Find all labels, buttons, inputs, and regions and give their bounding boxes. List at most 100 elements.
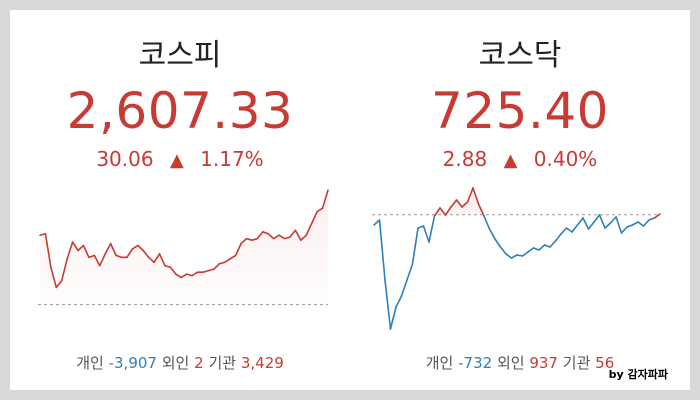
kospi-line-segment	[104, 242, 112, 255]
kospi-line-segment	[39, 232, 47, 237]
kosdaq-line-segment	[516, 254, 524, 257]
kosdaq-area-fill	[374, 188, 660, 215]
kospi-investor-flows: 개인 -3,907 외인 2 기관 3,429	[10, 352, 350, 373]
kosdaq-individual-value: -732	[458, 354, 493, 372]
kospi-line-segment	[115, 254, 123, 259]
kosdaq-line-segment	[510, 254, 518, 259]
kosdaq-line-segment	[483, 215, 491, 230]
kospi-panel[interactable]: 코스피 2,607.33 30.06 ▲ 1.17% 개인 -3,907 외인 …	[10, 10, 350, 390]
kospi-institution-value: 3,429	[240, 354, 284, 372]
kospi-line-segment	[109, 242, 117, 257]
kospi-line-segment	[169, 266, 177, 275]
kospi-line-segment	[223, 258, 231, 264]
kosdaq-line-segment	[582, 217, 590, 230]
kosdaq-line-segment	[626, 224, 634, 228]
kospi-foreign-value: 2	[194, 354, 204, 372]
kosdaq-line-segment	[648, 217, 656, 221]
kosdaq-line-segment	[488, 228, 496, 240]
kosdaq-line-segment	[373, 219, 381, 226]
kospi-intraday-chart	[38, 189, 329, 306]
kosdaq-line-segment	[587, 221, 595, 230]
kosdaq-line-segment	[439, 207, 447, 216]
kospi-line-segment	[147, 256, 155, 264]
kospi-line-segment	[55, 279, 63, 289]
kosdaq-line-segment	[494, 238, 502, 248]
kospi-line-segment	[310, 210, 318, 225]
kosdaq-panel[interactable]: 코스닥 725.40 2.88 ▲ 0.40% 개인 -732 외인 937 기…	[350, 10, 690, 390]
kospi-line-segment	[44, 232, 52, 269]
kosdaq-line-segment	[615, 216, 623, 234]
kosdaq-line-segment	[444, 206, 452, 216]
kosdaq-institution-label: 기관	[562, 354, 591, 372]
kosdaq-line-segment	[406, 263, 414, 281]
up-arrow-icon: ▲	[169, 150, 184, 171]
market-summary-card: 코스피 2,607.33 30.06 ▲ 1.17% 개인 -3,907 외인 …	[10, 10, 690, 390]
kosdaq-line-segment	[593, 214, 601, 223]
kosdaq-line-segment	[417, 225, 425, 229]
kosdaq-line-segment	[499, 246, 507, 255]
kosdaq-change-percent: 0.40%	[533, 147, 598, 171]
kosdaq-line-segment	[422, 225, 430, 243]
kosdaq-line-segment	[576, 217, 584, 226]
kosdaq-line-segment	[461, 201, 469, 208]
kospi-line-segment	[261, 231, 270, 235]
kospi-institution-label: 기관	[208, 354, 237, 372]
kosdaq-line-segment	[378, 219, 386, 281]
kospi-line-segment	[272, 234, 280, 240]
kospi-title: 코스피	[138, 38, 222, 73]
kospi-line-segment	[300, 234, 308, 241]
kosdaq-line-segment	[565, 227, 573, 233]
kospi-line-segment	[142, 249, 150, 259]
kospi-line-segment	[202, 269, 210, 273]
kospi-line-segment	[207, 268, 215, 272]
kospi-index-value: 2,607.33	[66, 82, 294, 140]
kosdaq-line-segment	[560, 227, 568, 235]
kospi-line-segment	[158, 253, 166, 267]
kosdaq-line-segment	[472, 187, 480, 205]
kosdaq-line-segment	[604, 222, 612, 229]
up-arrow-icon: ▲	[503, 150, 518, 171]
kosdaq-title: 코스닥	[478, 38, 562, 73]
kosdaq-line-segment	[389, 306, 397, 330]
kosdaq-line-segment	[527, 247, 535, 253]
kosdaq-line-segment	[653, 213, 661, 219]
kosdaq-index-value: 725.40	[431, 82, 609, 140]
kospi-change-points: 30.06	[96, 147, 154, 171]
kospi-change-percent: 1.17%	[200, 147, 264, 171]
kosdaq-change: 2.88 ▲ 0.40%	[350, 147, 690, 171]
kosdaq-line-segment	[466, 187, 474, 203]
kosdaq-line-segment	[609, 216, 617, 224]
kospi-foreign-label: 외인	[161, 354, 190, 372]
kosdaq-line-segment	[637, 221, 645, 227]
kosdaq-investor-flows: 개인 -732 외인 937 기관 56	[350, 352, 690, 373]
kosdaq-line-segment	[620, 226, 628, 234]
kospi-line-segment	[267, 232, 275, 240]
kospi-area-fill	[40, 190, 328, 305]
kosdaq-line-segment	[428, 215, 436, 243]
kosdaq-line-segment	[543, 244, 551, 248]
kospi-change: 30.06 ▲ 1.17%	[10, 147, 350, 171]
kospi-line-segment	[316, 207, 324, 213]
kospi-line-segment	[229, 254, 237, 260]
kosdaq-foreign-label: 외인	[496, 354, 525, 372]
kospi-line-segment	[213, 263, 221, 270]
kosdaq-line-segment	[554, 233, 562, 242]
kosdaq-change-points: 2.88	[442, 147, 488, 171]
kosdaq-intraday-chart	[372, 187, 661, 330]
kospi-individual-value: -3,907	[108, 354, 157, 372]
kospi-line-segment	[218, 261, 226, 265]
kosdaq-line-segment	[384, 279, 392, 330]
kospi-line-segment	[71, 241, 79, 252]
kospi-line-segment	[240, 237, 248, 245]
kospi-line-segment	[88, 254, 96, 259]
kosdaq-line-segment	[477, 203, 485, 217]
kospi-line-segment	[93, 254, 101, 267]
kosdaq-line-segment	[505, 253, 513, 259]
watermark: by 감자파파	[608, 368, 668, 381]
kosdaq-individual-label: 개인	[425, 354, 454, 372]
kospi-line-segment	[50, 266, 58, 289]
kosdaq-line-segment	[549, 240, 557, 248]
kosdaq-line-segment	[395, 295, 403, 308]
kosdaq-line-segment	[532, 247, 540, 251]
kosdaq-line-segment	[455, 199, 463, 208]
